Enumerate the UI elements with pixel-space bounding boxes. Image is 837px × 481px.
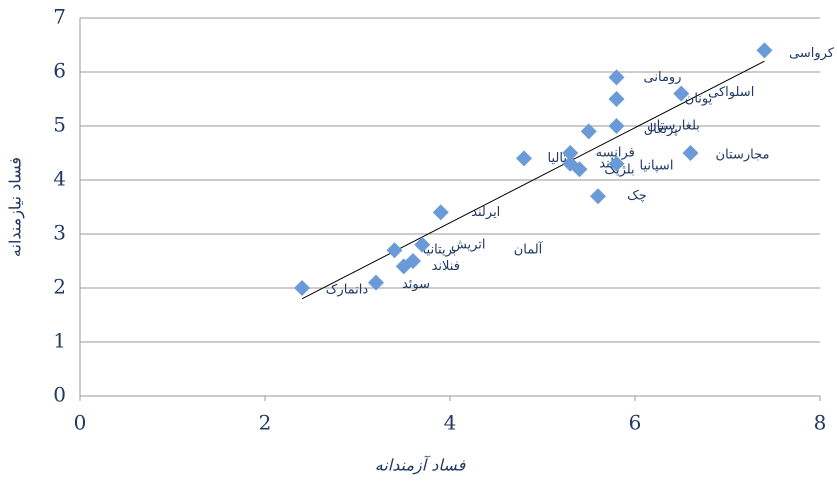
- y-axis-title: فساد نیازمندانه: [6, 157, 26, 257]
- data-point: [609, 91, 625, 107]
- x-axis-title: فساد آزمندانه: [375, 455, 466, 475]
- data-point: [516, 150, 532, 166]
- point-label: کرواسی: [789, 46, 835, 61]
- data-point: [757, 42, 773, 58]
- point-label: اتریش: [451, 237, 486, 252]
- data-point: [294, 280, 310, 296]
- point-label: رومانی: [644, 70, 682, 85]
- chart: فساد آزمندانه فساد نیازمندانه 0 1 2 3 4 5 6 7 0 2…: [0, 0, 837, 481]
- y-tick-label: 3: [53, 221, 66, 245]
- data-point: [433, 204, 449, 220]
- data-point: [683, 145, 699, 161]
- point-label: مجارستان: [716, 148, 770, 163]
- point-label: سوئد: [402, 277, 430, 292]
- x-tick-label: 8: [814, 411, 827, 435]
- y-tick-label: 7: [53, 5, 66, 29]
- y-tick-label: 6: [53, 59, 66, 83]
- y-tick-label: 4: [53, 167, 66, 191]
- data-point: [590, 188, 606, 204]
- point-label: اسپانیا: [640, 158, 674, 173]
- x-tick-label: 0: [74, 411, 87, 435]
- x-tick-label: 6: [629, 411, 642, 435]
- y-tick-label: 2: [53, 275, 66, 299]
- data-point: [609, 118, 625, 134]
- point-label: ایرلند: [471, 205, 500, 220]
- point-label: چک: [627, 189, 647, 204]
- point-label: دانمارک: [326, 283, 369, 298]
- y-tick-label: 1: [53, 329, 66, 353]
- point-label: فنلاند: [432, 259, 460, 274]
- point-label: بلغارستان: [647, 119, 700, 134]
- y-tick-label: 5: [53, 113, 66, 137]
- data-point: [387, 242, 403, 258]
- point-label: آلمان: [514, 241, 544, 258]
- x-tick-label: 4: [444, 411, 457, 435]
- point-label: اسلواکی: [708, 85, 754, 100]
- y-tick-label: 0: [53, 383, 66, 407]
- x-tick-label: 2: [259, 411, 272, 435]
